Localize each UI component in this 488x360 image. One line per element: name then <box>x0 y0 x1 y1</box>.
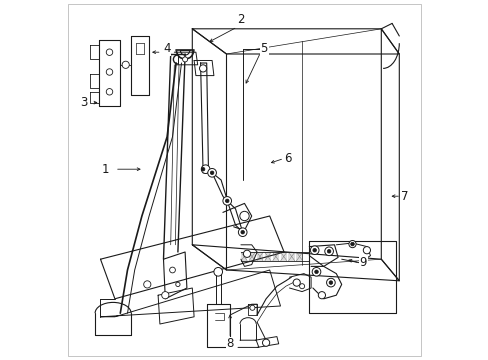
Polygon shape <box>288 252 294 261</box>
Circle shape <box>241 230 244 234</box>
Circle shape <box>169 267 175 273</box>
Text: 2: 2 <box>237 13 244 26</box>
Circle shape <box>201 167 204 171</box>
Polygon shape <box>272 252 279 261</box>
Polygon shape <box>296 252 302 261</box>
Circle shape <box>314 270 318 274</box>
Circle shape <box>243 250 250 257</box>
Circle shape <box>106 89 113 95</box>
Circle shape <box>299 284 304 289</box>
Text: 9: 9 <box>359 256 366 269</box>
Circle shape <box>328 281 332 284</box>
Circle shape <box>326 249 330 253</box>
Circle shape <box>182 57 187 62</box>
Circle shape <box>311 267 320 276</box>
Circle shape <box>106 69 113 75</box>
Circle shape <box>213 267 222 276</box>
Circle shape <box>225 199 228 203</box>
Circle shape <box>318 292 325 299</box>
Circle shape <box>223 197 231 205</box>
Circle shape <box>262 339 269 346</box>
Circle shape <box>292 279 300 286</box>
Circle shape <box>239 211 249 221</box>
Circle shape <box>207 168 216 177</box>
Circle shape <box>326 278 335 287</box>
Polygon shape <box>264 252 270 261</box>
Circle shape <box>199 65 206 72</box>
Circle shape <box>350 242 354 246</box>
Circle shape <box>175 282 180 287</box>
Circle shape <box>310 246 318 255</box>
Circle shape <box>122 61 129 68</box>
Polygon shape <box>256 252 263 261</box>
Text: 7: 7 <box>400 190 407 203</box>
Circle shape <box>143 281 151 288</box>
Circle shape <box>201 165 209 174</box>
Circle shape <box>238 228 246 237</box>
Text: 8: 8 <box>226 337 233 350</box>
Circle shape <box>162 292 168 299</box>
Polygon shape <box>241 252 247 261</box>
Text: 6: 6 <box>284 152 291 165</box>
Circle shape <box>210 171 213 175</box>
Text: 3: 3 <box>81 96 88 109</box>
Circle shape <box>348 240 355 248</box>
Circle shape <box>249 305 254 310</box>
Polygon shape <box>280 252 286 261</box>
Circle shape <box>324 247 333 256</box>
Text: 5: 5 <box>260 42 267 55</box>
Text: 1: 1 <box>102 163 109 176</box>
Circle shape <box>312 248 316 252</box>
Text: 4: 4 <box>163 42 170 55</box>
Circle shape <box>106 49 113 55</box>
Polygon shape <box>248 252 255 261</box>
Circle shape <box>363 247 370 254</box>
